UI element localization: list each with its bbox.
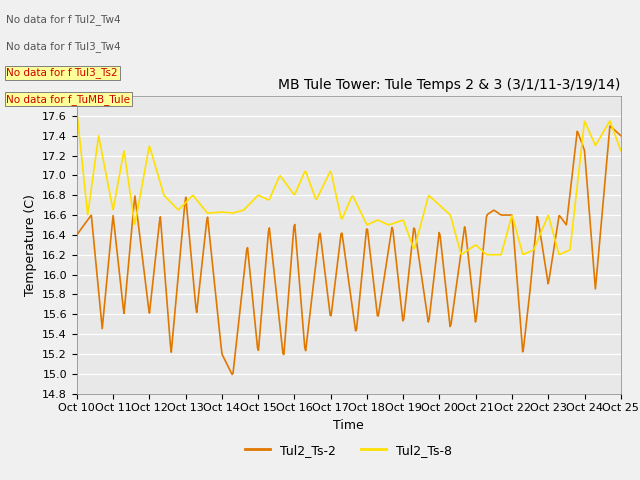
Text: MB Tule Tower: Tule Temps 2 & 3 (3/1/11-3/19/14): MB Tule Tower: Tule Temps 2 & 3 (3/1/11-… (278, 78, 621, 92)
Tul2_Ts-8 (319, 183, 327, 189)
Tul2_Ts-8 (73, 108, 81, 114)
Tul2_Ts-2 (73, 232, 81, 238)
X-axis label: Time: Time (333, 419, 364, 432)
Tul2_Ts-8 (483, 252, 490, 257)
Text: No data for f Tul2_Tw4: No data for f Tul2_Tw4 (6, 14, 121, 25)
Tul2_Ts-8 (169, 202, 177, 207)
Line: Tul2_Ts-2: Tul2_Ts-2 (77, 126, 621, 374)
Tul2_Ts-8 (483, 252, 491, 258)
Legend: Tul2_Ts-2, Tul2_Ts-8: Tul2_Ts-2, Tul2_Ts-8 (241, 439, 457, 462)
Tul2_Ts-8 (213, 210, 221, 216)
Tul2_Ts-8 (617, 148, 625, 154)
Text: No data for f Tul3_Ts2: No data for f Tul3_Ts2 (6, 67, 118, 78)
Line: Tul2_Ts-8: Tul2_Ts-8 (77, 111, 621, 255)
Tul2_Ts-8 (394, 219, 401, 225)
Tul2_Ts-2 (437, 241, 445, 247)
Tul2_Ts-2 (483, 212, 491, 217)
Tul2_Ts-2 (169, 329, 177, 335)
Text: No data for f_TuMB_Tule: No data for f_TuMB_Tule (6, 94, 131, 105)
Tul2_Ts-2 (213, 301, 221, 307)
Y-axis label: Temperature (C): Temperature (C) (24, 194, 36, 296)
Tul2_Ts-2 (606, 123, 614, 129)
Tul2_Ts-2 (394, 276, 402, 282)
Tul2_Ts-2 (617, 133, 625, 139)
Text: No data for f Tul3_Tw4: No data for f Tul3_Tw4 (6, 41, 121, 52)
Tul2_Ts-2 (228, 372, 236, 377)
Tul2_Ts-2 (320, 260, 328, 266)
Tul2_Ts-8 (436, 203, 444, 208)
